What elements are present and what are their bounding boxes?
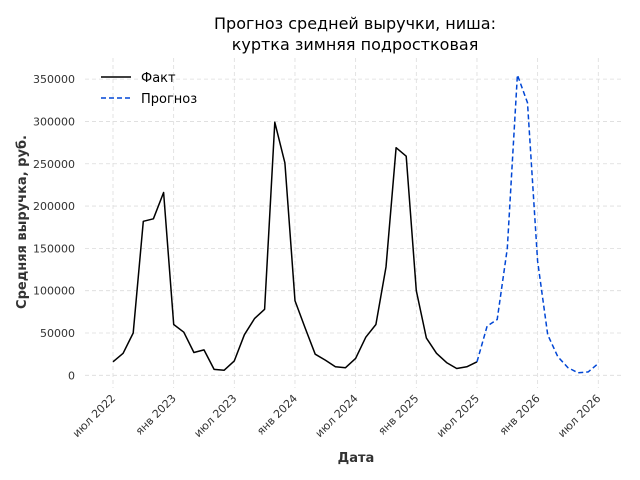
series-line-forecast [476, 74, 599, 374]
data-point [153, 218, 154, 219]
data-point [305, 327, 306, 328]
data-point [385, 266, 386, 267]
series-line-fact [112, 121, 478, 371]
data-point [335, 366, 336, 367]
data-point [183, 332, 184, 333]
data-point [396, 147, 397, 148]
data-point [436, 353, 437, 354]
y-tick-label: 100000 [33, 285, 75, 298]
data-point [203, 349, 204, 350]
data-point [598, 363, 599, 364]
data-point [578, 372, 579, 373]
data-point [294, 300, 295, 301]
data-point [547, 334, 548, 335]
data-point [163, 192, 164, 193]
y-tick-label: 150000 [33, 242, 75, 255]
chart-title-line-2: куртка зимняя подростковая [232, 35, 479, 54]
y-axis-ticks: 0 50000 100000 150000 200000 250000 300000 3500… [33, 73, 75, 382]
data-point [173, 324, 174, 325]
data-point [426, 338, 427, 339]
x-tick-label: янв 2023 [133, 392, 179, 438]
chart-title-line-1: Прогноз средней выручки, ниша: [214, 14, 496, 33]
y-tick-label: 200000 [33, 200, 75, 213]
x-tick-label: янв 2024 [254, 392, 300, 438]
data-point [507, 248, 508, 249]
data-point [143, 221, 144, 222]
x-tick-label: июл 2022 [70, 392, 118, 440]
legend-label-forecast: Прогноз [141, 92, 197, 107]
data-point [234, 360, 235, 361]
data-point [497, 319, 498, 320]
data-point [487, 326, 488, 327]
y-axis-title: Средняя выручка, руб. [15, 135, 30, 309]
data-point [274, 122, 275, 123]
y-tick-label: 350000 [33, 73, 75, 86]
data-point [517, 74, 518, 75]
data-point [224, 370, 225, 371]
x-tick-label: янв 2025 [376, 392, 422, 438]
data-point [355, 358, 356, 359]
x-tick-label: июл 2026 [555, 392, 603, 440]
data-point [416, 290, 417, 291]
grid [85, 58, 623, 388]
data-point [365, 337, 366, 338]
x-tick-label: июл 2025 [434, 392, 482, 440]
data-point [264, 309, 265, 310]
data-point [456, 368, 457, 369]
y-tick-label: 300000 [33, 115, 75, 128]
legend: Факт Прогноз [101, 71, 197, 107]
data-point [557, 356, 558, 357]
data-point [588, 371, 589, 372]
data-point [375, 324, 376, 325]
data-point [567, 367, 568, 368]
x-tick-label: янв 2026 [497, 392, 543, 438]
data-point [254, 318, 255, 319]
x-tick-label: июл 2024 [313, 392, 361, 440]
y-tick-label: 50000 [40, 327, 75, 340]
data-point [133, 332, 134, 333]
legend-label-fact: Факт [141, 71, 176, 86]
data-point [527, 102, 528, 103]
data-point [284, 162, 285, 163]
y-tick-label: 0 [68, 369, 75, 382]
data-point [446, 362, 447, 363]
data-point [537, 261, 538, 262]
data-point [406, 156, 407, 157]
data-point [345, 367, 346, 368]
series-lines [112, 74, 599, 374]
y-tick-label: 250000 [33, 158, 75, 171]
data-point [112, 361, 113, 362]
x-tick-label: июл 2023 [191, 392, 239, 440]
data-point [466, 366, 467, 367]
x-axis-ticks: июл 2022 янв 2023 июл 2023 янв 2024 июл 2024… [70, 392, 603, 440]
data-point [476, 361, 477, 362]
data-point [244, 334, 245, 335]
data-point [123, 353, 124, 354]
data-point [214, 369, 215, 370]
data-point [193, 352, 194, 353]
data-point [315, 354, 316, 355]
x-axis-title: Дата [338, 451, 375, 466]
data-point [325, 360, 326, 361]
